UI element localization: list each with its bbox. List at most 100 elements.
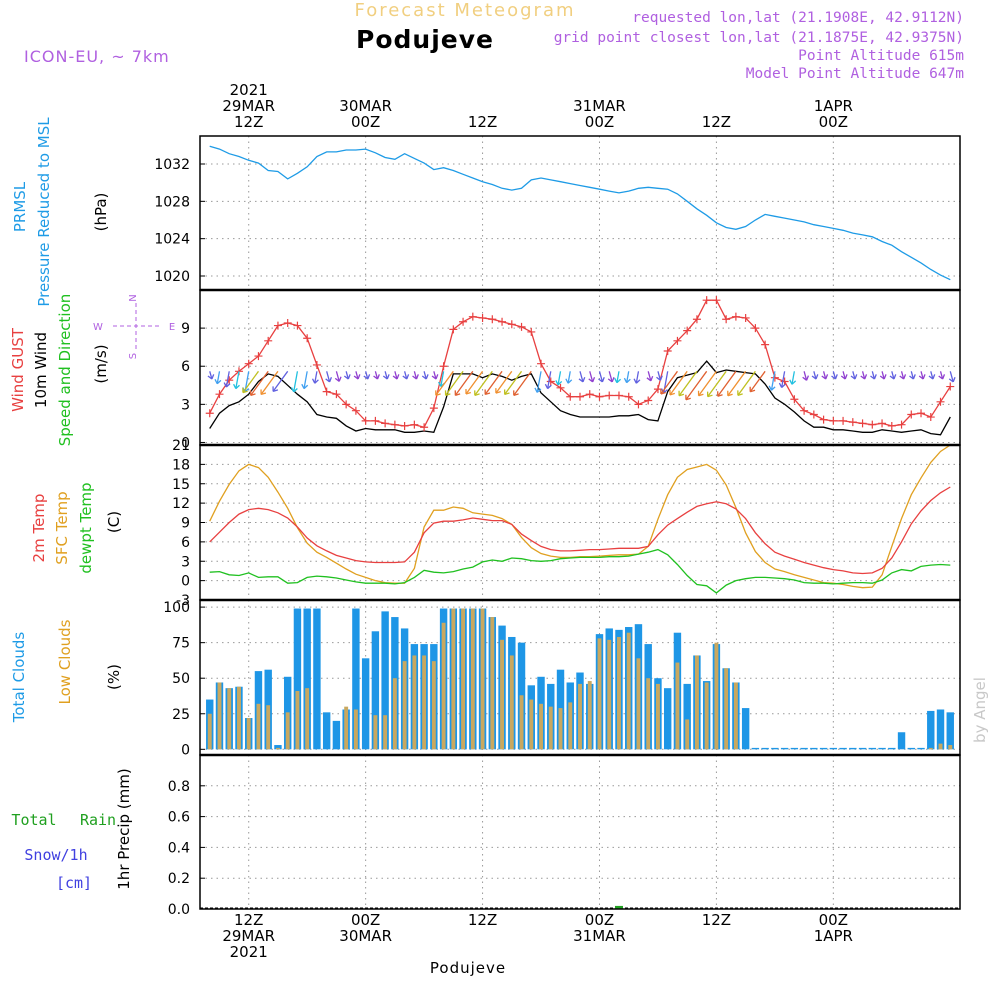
low-clouds-label: Low Clouds <box>56 619 74 704</box>
wind-gust-marker <box>371 416 380 425</box>
time-label: 00Z <box>585 113 614 131</box>
wind-tick-label: 9 <box>181 321 190 337</box>
total-clouds-bar <box>293 608 302 750</box>
low-clouds-bar <box>733 682 738 750</box>
time-label: 1APR <box>814 927 853 945</box>
low-clouds-bar <box>412 655 417 750</box>
wind-direction-arrow <box>435 370 454 396</box>
wind-gust-marker <box>322 387 331 396</box>
wind-direction-arrow <box>301 371 309 390</box>
low-clouds-bar <box>675 662 680 750</box>
low-clouds-bar <box>529 699 534 750</box>
wind-10m-label: 10m Wind <box>32 332 50 408</box>
low-clouds-bar <box>441 622 446 750</box>
precip-total-label: Total <box>11 811 56 829</box>
wind-gust-marker <box>351 406 360 415</box>
wind-direction-arrow <box>343 371 351 380</box>
low-clouds-bar <box>402 661 407 750</box>
wind-direction-arrow <box>242 370 259 394</box>
wind-gust-marker <box>478 313 487 322</box>
wind-direction-arrow <box>431 371 439 380</box>
footer-location: Podujeve <box>430 959 506 977</box>
pressure-tick-label: 1020 <box>154 269 190 285</box>
clouds-tick-label: 0 <box>181 742 190 758</box>
wind-direction-arrow <box>850 371 858 380</box>
wind-gust-marker <box>624 392 633 401</box>
temp-tick-label: 6 <box>181 535 190 551</box>
time-label: 12Z <box>702 911 731 929</box>
total-clouds-bar <box>897 732 906 750</box>
wind-gust-marker <box>751 324 760 333</box>
low-clouds-bar <box>948 745 953 750</box>
wind-gust-marker <box>244 359 253 368</box>
wind-direction-arrow <box>918 371 926 380</box>
wind-direction-arrow <box>633 371 641 384</box>
wind-direction-arrow <box>717 370 737 397</box>
wind-direction-arrow <box>727 370 747 397</box>
low-clouds-bar <box>383 715 388 750</box>
pressure-line <box>209 145 951 281</box>
total-clouds-bar <box>761 747 769 750</box>
time-label: 1APR <box>814 97 853 115</box>
wind-direction-arrow <box>749 370 766 393</box>
wind-direction-arrow <box>311 371 319 384</box>
wind-gust-marker <box>517 322 526 331</box>
precip-tick-label: 0.4 <box>168 840 190 856</box>
wind-direction-arrow <box>685 370 708 401</box>
temp-tick-label: 0 <box>181 574 190 590</box>
time-label: 30MAR <box>339 97 392 115</box>
total-clouds-bar <box>371 631 380 750</box>
low-clouds-bar <box>256 703 261 750</box>
wind-direction-arrow <box>678 370 698 397</box>
wind-speed-line <box>209 360 951 436</box>
temp-tick-label: -3 <box>176 593 190 609</box>
total-clouds-bar <box>313 608 321 750</box>
low-clouds-bar <box>928 747 933 750</box>
time-label: 31MAR <box>573 97 626 115</box>
total-clouds-bar <box>839 747 847 750</box>
total-clouds-bar <box>780 747 789 750</box>
wind-direction-arrow <box>948 371 956 383</box>
low-clouds-bar <box>587 681 592 750</box>
time-label: 00Z <box>819 911 848 929</box>
total-clouds-bar <box>751 747 760 750</box>
temp-tick-label: 18 <box>172 457 190 473</box>
wind-gust-marker <box>897 420 906 429</box>
low-clouds-bar <box>285 712 290 750</box>
wind-direction-arrow <box>207 371 215 380</box>
total-clouds-bar <box>888 747 896 750</box>
low-clouds-bar <box>724 668 729 750</box>
wind-gust-marker <box>878 419 887 428</box>
wind-gust-marker <box>761 340 770 349</box>
wind-direction-arrow <box>768 371 776 391</box>
wind-direction-arrow <box>840 371 848 380</box>
wind-direction-arrow <box>656 371 663 381</box>
low-clouds-bar <box>626 632 631 750</box>
low-clouds-bar <box>266 705 271 750</box>
wind-direction-arrow <box>697 370 717 397</box>
precip-unit: 1hr Precip (mm) <box>115 768 133 889</box>
total-clouds-bar <box>322 712 331 750</box>
wind-gust-label: Wind GUST <box>9 327 27 412</box>
temp-sfc-label: SFC Temp <box>53 491 71 564</box>
low-clouds-bar <box>344 706 349 750</box>
low-clouds-bar <box>246 718 251 750</box>
temp-dewpt-label: dewpt Temp <box>77 482 95 573</box>
wind-direction-arrow <box>555 371 563 386</box>
wind-gust-marker <box>887 421 896 430</box>
compass-w: W <box>93 322 103 333</box>
location-title: Podujeve <box>356 25 494 54</box>
precip-rain-label: Rain <box>80 811 116 829</box>
wind-gust-marker <box>839 416 848 425</box>
wind-direction-arrow <box>513 370 532 396</box>
wind-gust-marker <box>546 377 555 386</box>
wind-gust-marker <box>390 420 399 429</box>
low-clouds-bar <box>490 617 495 750</box>
wind-gust-marker <box>342 400 351 409</box>
wind-gust-marker <box>264 336 273 345</box>
low-clouds-bar <box>558 708 563 750</box>
dewpt-line <box>209 548 951 594</box>
wind-direction-arrow <box>831 371 838 380</box>
